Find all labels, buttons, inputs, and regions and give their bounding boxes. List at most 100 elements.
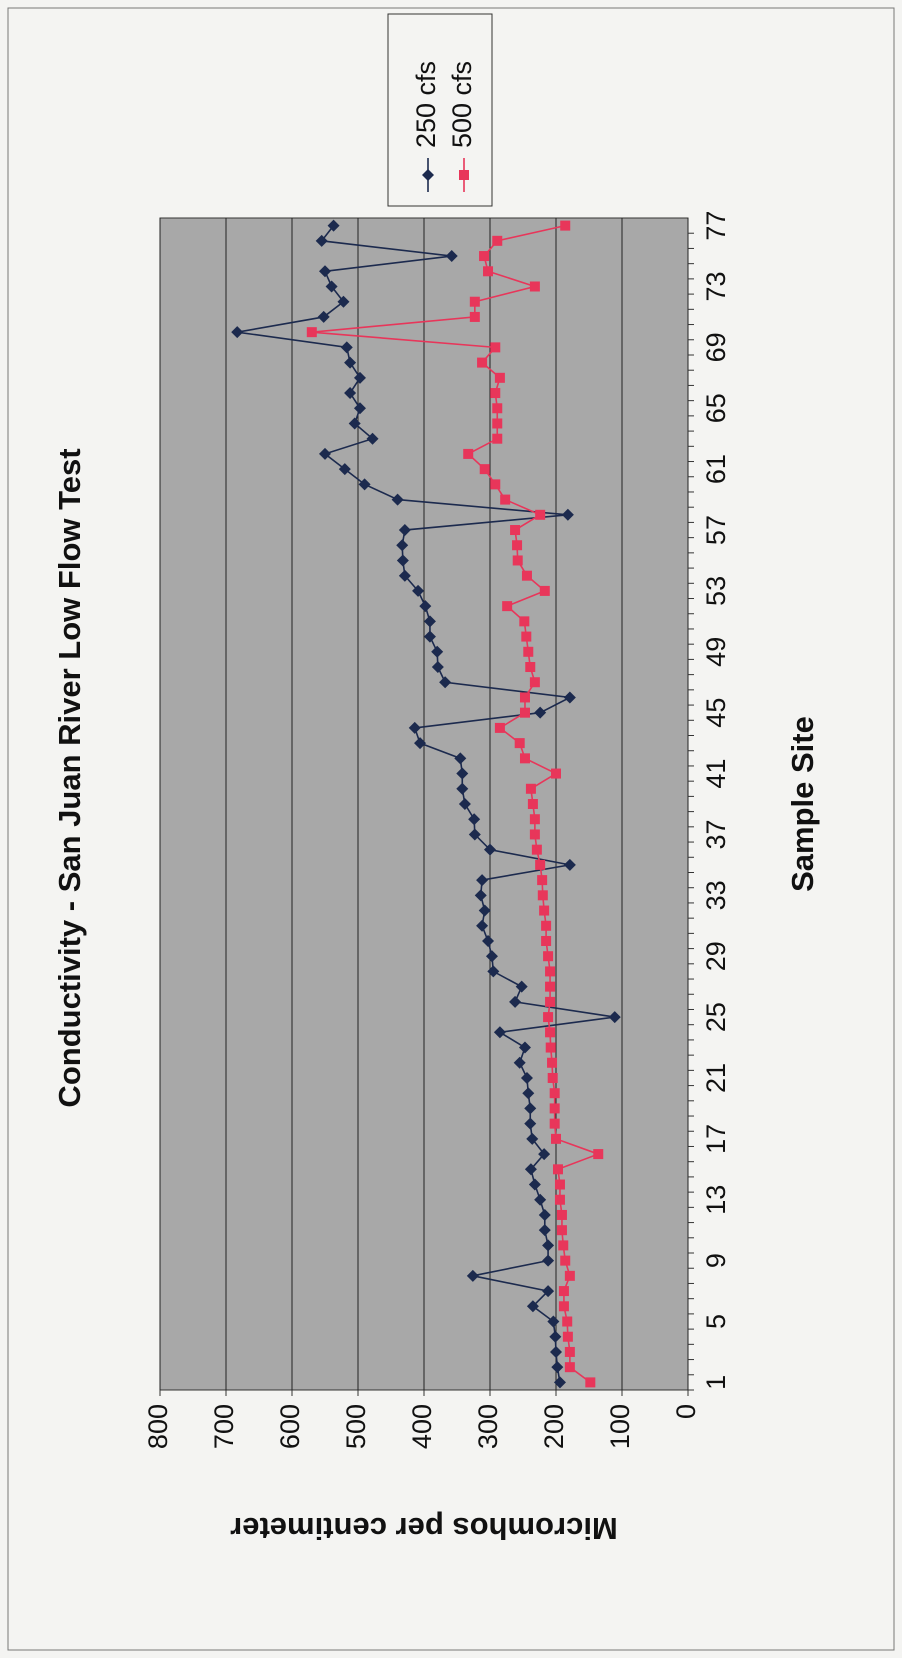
point	[542, 1254, 555, 1267]
point	[545, 981, 556, 992]
point	[479, 251, 490, 262]
point	[549, 1103, 560, 1114]
point	[524, 1102, 537, 1115]
point	[558, 1301, 569, 1312]
point	[317, 310, 330, 323]
point	[552, 1164, 563, 1175]
point	[554, 1179, 565, 1190]
point	[483, 266, 494, 277]
point	[542, 1239, 555, 1252]
y-tick-label: 800	[143, 1404, 173, 1449]
point	[338, 463, 351, 476]
x-tick-label: 37	[701, 819, 731, 849]
legend-label: 500 cfs	[447, 61, 477, 148]
point	[537, 890, 548, 901]
x-axis-label: Sample Site	[785, 716, 820, 892]
point	[414, 737, 427, 750]
point	[560, 220, 571, 231]
point	[535, 509, 546, 520]
point	[358, 478, 371, 491]
point	[562, 1316, 573, 1327]
point	[492, 235, 503, 246]
point	[556, 1209, 567, 1220]
y-axis-label: Micromhos per centimeter	[230, 1511, 618, 1546]
x-tick-label: 61	[701, 454, 731, 484]
point	[529, 281, 540, 292]
point	[564, 1270, 575, 1281]
point	[529, 829, 540, 840]
point	[554, 1194, 565, 1205]
point	[521, 631, 532, 642]
point	[315, 234, 328, 247]
point	[547, 1315, 560, 1328]
point	[515, 980, 528, 993]
x-tick-label: 49	[701, 637, 731, 667]
point	[558, 1240, 569, 1251]
point	[527, 799, 538, 809]
y-tick-label: 300	[473, 1404, 503, 1449]
point	[560, 1255, 571, 1266]
y-tick-label: 100	[605, 1404, 635, 1449]
point	[547, 1072, 558, 1083]
point	[306, 327, 317, 338]
point	[534, 706, 547, 719]
point	[519, 616, 530, 627]
point	[549, 1330, 562, 1343]
point	[325, 280, 338, 293]
point	[545, 996, 556, 1007]
point	[445, 250, 458, 263]
point	[545, 1027, 556, 1038]
legend-label: 250 cfs	[411, 61, 441, 148]
point	[534, 1193, 547, 1206]
x-tick-label: 5	[701, 1314, 731, 1329]
point	[492, 418, 503, 429]
point	[327, 219, 340, 232]
point	[463, 448, 474, 459]
point	[549, 1088, 560, 1099]
y-tick-label: 200	[539, 1404, 569, 1449]
point	[510, 525, 521, 536]
point	[502, 601, 513, 612]
chart-title: Conductivity - San Juan River Low Flow T…	[52, 448, 87, 1107]
point	[535, 859, 546, 870]
point	[459, 170, 469, 180]
point	[518, 1041, 531, 1054]
y-tick-label: 500	[341, 1404, 371, 1449]
point	[492, 433, 503, 444]
point	[519, 753, 530, 764]
x-tick-label: 9	[701, 1253, 731, 1268]
point	[553, 1376, 566, 1389]
point	[231, 326, 244, 339]
point	[547, 1057, 558, 1068]
point	[543, 951, 554, 962]
y-tick-label: 0	[671, 1404, 701, 1419]
point	[398, 524, 411, 537]
point	[531, 844, 542, 855]
point	[458, 798, 471, 810]
point	[408, 721, 421, 734]
point	[476, 919, 489, 932]
y-tick-label: 600	[275, 1404, 305, 1449]
chart-border	[7, 7, 895, 1651]
point	[340, 341, 353, 354]
point	[419, 600, 432, 613]
point	[542, 1285, 555, 1298]
point	[396, 554, 409, 567]
point	[512, 540, 523, 551]
point	[353, 371, 366, 384]
point	[500, 494, 511, 505]
point	[466, 1269, 479, 1282]
point	[593, 1149, 604, 1160]
x-tick-label: 1	[701, 1375, 731, 1390]
point	[526, 1132, 539, 1145]
point	[551, 1361, 564, 1374]
point	[431, 645, 444, 658]
x-tick-label: 69	[701, 332, 731, 362]
point	[537, 875, 548, 886]
x-tick-label: 29	[701, 941, 731, 971]
point	[523, 646, 534, 657]
x-tick-label: 73	[701, 271, 731, 301]
point	[551, 768, 561, 779]
point	[469, 296, 480, 307]
